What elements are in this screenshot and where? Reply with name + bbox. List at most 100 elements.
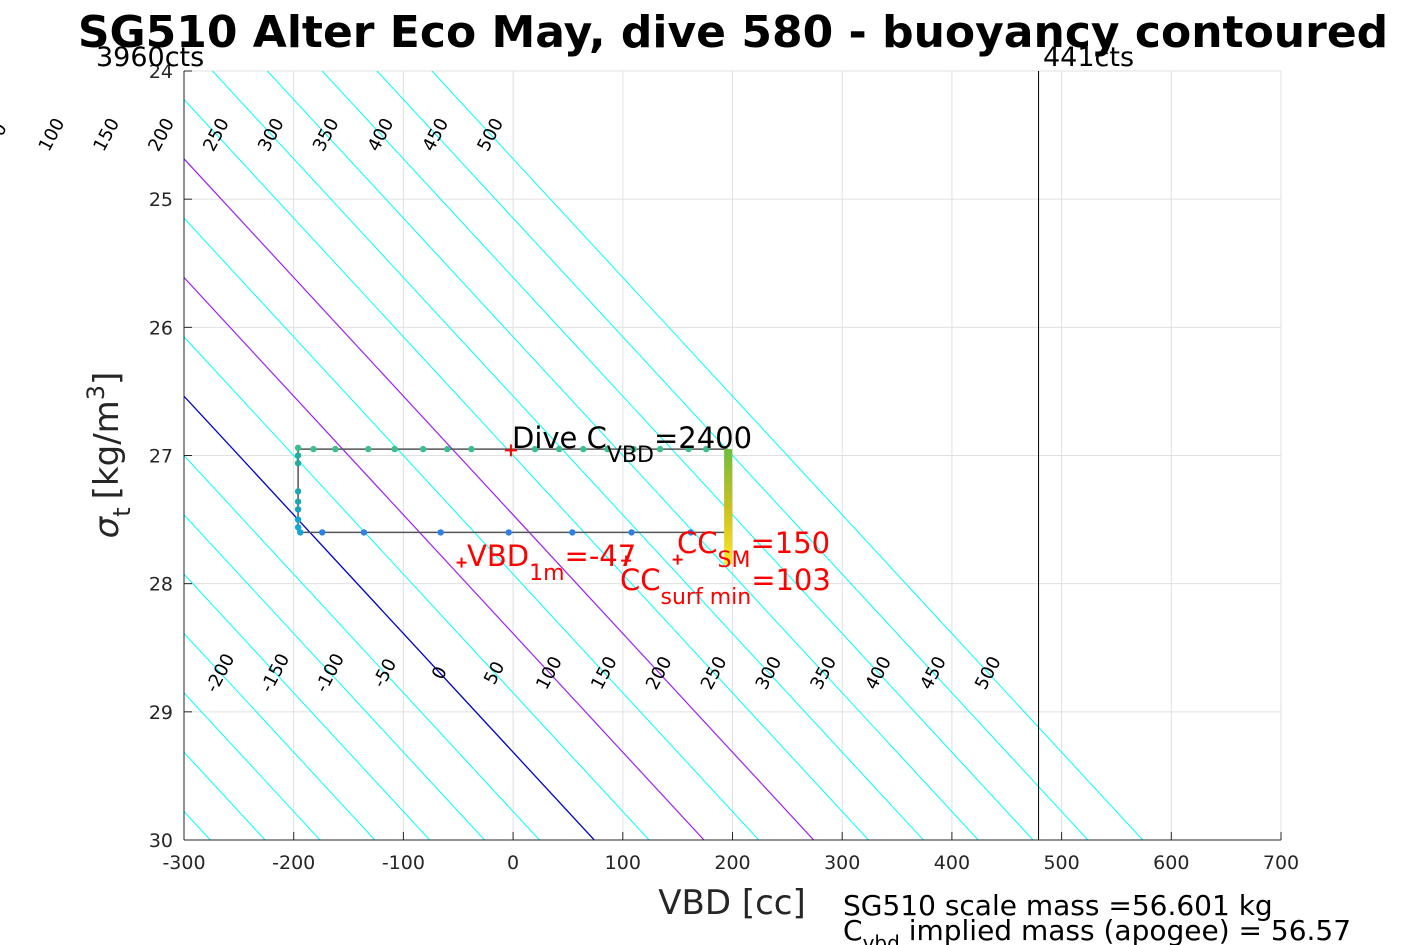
dive-point <box>294 516 302 523</box>
cc-sm-sub: SM <box>718 548 751 573</box>
contour-line <box>184 395 596 840</box>
dive-point <box>297 529 304 536</box>
footer-vbd-sub: vbd <box>863 931 900 945</box>
contour-line <box>266 71 979 840</box>
contour-label-top: 150 <box>89 115 124 155</box>
dive-point <box>555 445 563 453</box>
dive-point <box>294 459 302 467</box>
y-tick-label: 29 <box>149 702 173 724</box>
contour-line <box>184 692 321 840</box>
y-label-sigma: σ <box>87 515 127 538</box>
cc-surf-min-tail: =103 <box>751 563 831 597</box>
x-tick-label: 400 <box>934 852 970 874</box>
annotation-dive-cvbd: Dive CVBD=2400 <box>512 421 752 468</box>
dive-point <box>580 445 587 453</box>
contour-line <box>376 71 1089 840</box>
x-tick-label: 700 <box>1263 852 1299 874</box>
contour-line <box>184 751 266 840</box>
counts-left-label: 3960cts <box>96 42 204 73</box>
x-tick-label: 0 <box>507 852 519 874</box>
y-tick-label: 30 <box>149 830 173 852</box>
vbd-1m-tail: =-47 <box>565 539 637 573</box>
y-axis-label: σt [kg/m3] <box>82 372 136 539</box>
y-label-close: ] <box>87 372 127 385</box>
x-tick-label: -300 <box>162 852 205 874</box>
vbd-1m-main: VBD <box>467 539 529 573</box>
dive-point <box>685 445 692 453</box>
dive-point <box>294 444 302 452</box>
dive-points <box>294 444 710 536</box>
dive-point <box>360 529 368 536</box>
x-ticks: -300 -200 -100 0 100 200 300 400 500 600 700 <box>162 832 1299 874</box>
x-tick-label: 100 <box>605 852 641 874</box>
dive-cvbd-sub: VBD <box>607 443 654 468</box>
footer-c: C <box>843 914 863 945</box>
cc-surf-min-sub: surf min <box>661 585 752 610</box>
x-tick-label: 200 <box>714 852 750 874</box>
contour-line <box>321 71 1034 840</box>
dive-point <box>391 445 398 453</box>
contour-line <box>184 454 541 840</box>
dive-point <box>628 529 635 536</box>
contour-line <box>184 632 376 840</box>
counts-right-label: 441cts <box>1043 42 1134 73</box>
contour-line <box>184 157 815 840</box>
contour-line <box>184 276 705 840</box>
dive-point <box>294 498 302 505</box>
footer-implied-tail: implied mass (apogee) = 56.57 <box>900 914 1351 945</box>
contour-line <box>431 71 1144 840</box>
dive-point <box>687 529 695 536</box>
buoyancy-contours <box>184 71 1144 840</box>
dive-point <box>604 445 611 453</box>
dive-point <box>505 529 512 536</box>
x-tick-label: -200 <box>272 852 315 874</box>
x-tick-label: 600 <box>1153 852 1189 874</box>
contour-line <box>184 98 870 840</box>
dive-point <box>630 445 637 453</box>
cc-sm-main: CC <box>677 526 718 560</box>
dive-point <box>294 506 302 513</box>
dive-point <box>294 488 302 495</box>
dive-point <box>656 445 664 453</box>
y-tick-label: 27 <box>149 446 173 468</box>
dive-point <box>310 445 317 453</box>
contour-line <box>211 71 925 840</box>
y-label-sup: 3 <box>82 385 110 400</box>
contour-line <box>184 217 760 840</box>
y-label-sub: t <box>108 507 136 516</box>
contour-label-top: 100 <box>35 115 70 155</box>
dive-point <box>365 445 372 453</box>
x-axis-label: VBD [cc] <box>658 883 806 923</box>
dive-point <box>569 529 576 536</box>
cc-sm-tail: =150 <box>750 526 830 560</box>
y-tick-label: 28 <box>149 574 173 596</box>
annotation-cc-surf-min: CCsurf min=103 <box>620 563 831 610</box>
y-tick-label: 25 <box>149 189 173 211</box>
dive-point <box>332 445 339 453</box>
dive-point <box>531 445 539 453</box>
dive-point <box>702 445 710 453</box>
surface-column <box>724 449 733 565</box>
vbd-1m-sub: 1m <box>529 561 564 586</box>
annotation-cc-sm: CCSM=150 <box>677 526 830 573</box>
y-tick-label: 26 <box>149 317 173 339</box>
dive-point <box>294 452 302 459</box>
contour-label-top: 50 <box>0 120 12 150</box>
footer-implied-mass: Cvbd implied mass (apogee) = 56.57 <box>843 914 1351 945</box>
dive-point <box>419 445 427 453</box>
dive-point <box>468 445 475 453</box>
dive-point <box>294 524 302 531</box>
annotation-markers <box>456 444 683 568</box>
contour-label-top: 200 <box>144 115 179 155</box>
dive-point <box>437 529 444 536</box>
x-tick-label: 500 <box>1043 852 1079 874</box>
annotation-vbd-1m: VBD1m=-47 <box>467 539 636 586</box>
dive-cvbd-tail: =2400 <box>654 421 752 455</box>
dive-point <box>319 529 326 536</box>
footer-scale-mass: SG510 scale mass =56.601 kg <box>843 889 1273 922</box>
contour-line <box>184 573 431 840</box>
dive-point <box>444 445 451 453</box>
dive-cvbd-main: Dive C <box>512 421 607 455</box>
chart-title: SG510 Alter Eco May, dive 580 - buoyancy… <box>78 7 1388 58</box>
